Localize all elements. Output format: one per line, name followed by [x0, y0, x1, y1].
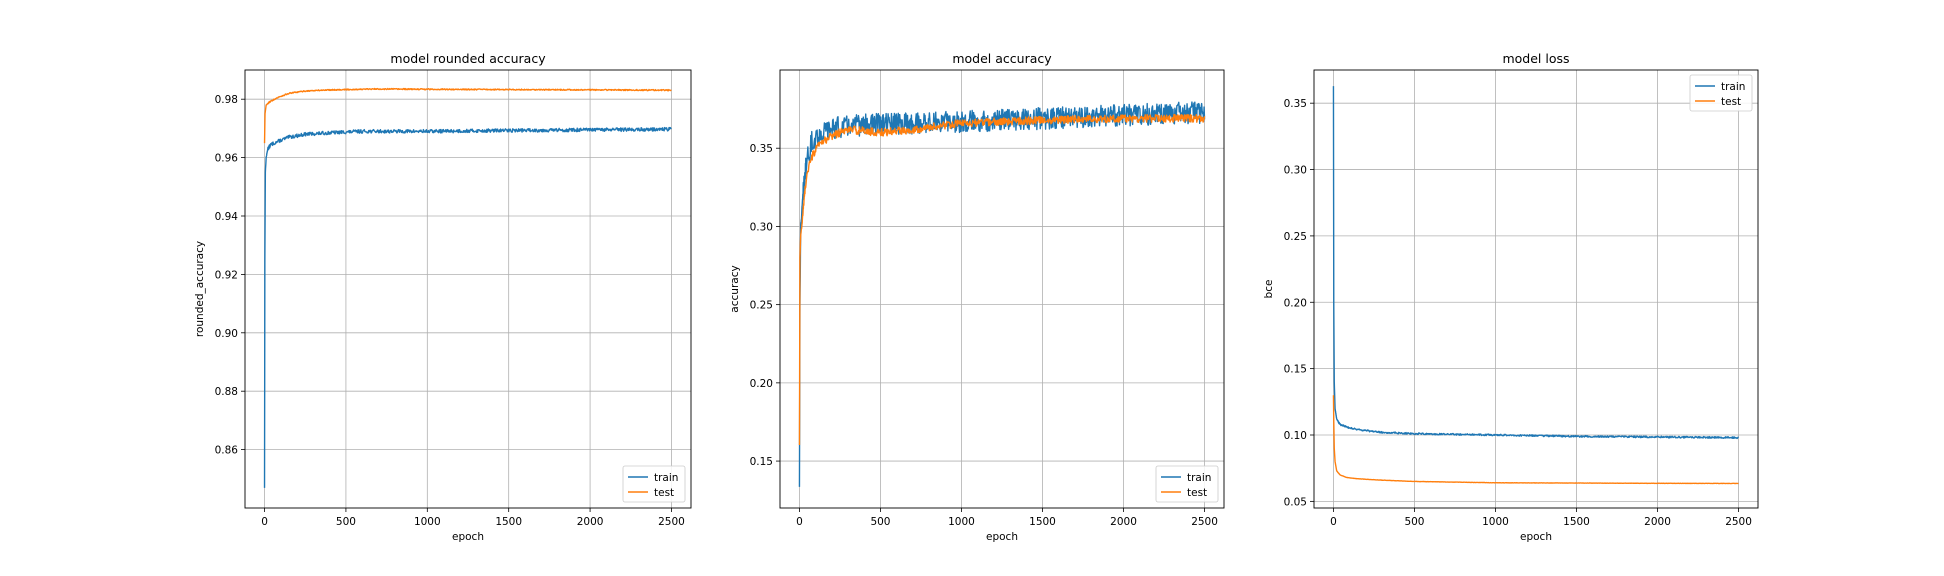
x-tick-label: 1500: [1563, 516, 1590, 528]
y-tick-label: 0.05: [1284, 496, 1307, 508]
x-tick-label: 2500: [1191, 516, 1218, 528]
legend-box: [622, 465, 686, 503]
y-tick-label: 0.88: [215, 386, 238, 398]
plot-frame: [244, 69, 692, 509]
series-line-train: [263, 126, 672, 488]
y-tick-label: 0.98: [215, 94, 238, 106]
legend-box: [1155, 465, 1219, 503]
legend-label-test: test: [1721, 96, 1741, 108]
x-tick-label: 2000: [1644, 516, 1671, 528]
grid: [780, 70, 1224, 508]
x-tick-label: 2000: [577, 516, 604, 528]
x-tick-label: 0: [796, 516, 803, 528]
x-tick-label: 0: [1330, 516, 1337, 528]
plot-frame: [1313, 69, 1759, 509]
x-tick-label: 1000: [1482, 516, 1509, 528]
legend-label-train: train: [1721, 81, 1745, 93]
y-tick-label: 0.15: [1284, 364, 1307, 376]
legend-label-train: train: [1187, 472, 1211, 484]
x-tick-label: 2500: [1725, 516, 1752, 528]
legend-label-train: train: [654, 472, 678, 484]
x-axis-label: epoch: [1520, 531, 1552, 543]
y-tick-label: 0.35: [750, 143, 773, 155]
series-group: [263, 87, 672, 488]
panel-accuracy: model accuracy epoch accuracy 0 500 1000 15…: [729, 51, 1225, 543]
y-tick-label: 0.94: [215, 211, 239, 223]
y-tick-label: 0.96: [215, 153, 239, 165]
x-axis-label: epoch: [452, 531, 484, 543]
y-tick-label: 0.20: [750, 378, 773, 390]
panel-rounded-accuracy: model rounded accuracy epoch rounded_acc…: [194, 51, 692, 543]
y-axis-label: bce: [1263, 280, 1275, 299]
y-tick-label: 0.30: [750, 221, 773, 233]
chart-title: model accuracy: [952, 51, 1052, 66]
y-tick-label: 0.25: [1284, 231, 1307, 243]
series-line-train: [798, 101, 1206, 487]
x-tick-label: 500: [336, 516, 356, 528]
x-tick-label: 2000: [1110, 516, 1137, 528]
chart-title: model rounded accuracy: [390, 51, 546, 66]
y-tick-label: 0.25: [750, 300, 773, 312]
series-group: [798, 101, 1206, 487]
x-tick-label: 500: [870, 516, 890, 528]
series-group: [1332, 86, 1739, 485]
x-tick-label: 1000: [414, 516, 441, 528]
legend-label-test: test: [1187, 487, 1207, 499]
y-tick-label: 0.30: [1284, 165, 1307, 177]
y-tick-label: 0.35: [1284, 98, 1307, 110]
legend-label-test: test: [654, 487, 674, 499]
legend-box: [1689, 74, 1753, 112]
y-tick-label: 0.86: [215, 445, 239, 457]
x-tick-label: 2500: [658, 516, 685, 528]
chart-title: model loss: [1502, 51, 1569, 66]
y-tick-label: 0.90: [215, 328, 238, 340]
series-line-test: [263, 87, 672, 144]
panel-loss: model loss epoch bce 0 500 1000 1500 2000 250…: [1263, 51, 1759, 543]
x-tick-label: 1000: [948, 516, 975, 528]
y-axis-label: accuracy: [729, 265, 741, 312]
x-tick-label: 500: [1404, 516, 1424, 528]
series-line-train: [1332, 86, 1739, 440]
y-axis-label: rounded_accuracy: [194, 241, 206, 337]
y-tick-label: 0.20: [1284, 297, 1307, 309]
plot-frame: [779, 69, 1225, 509]
x-tick-label: 1500: [1029, 516, 1056, 528]
series-line-test: [798, 113, 1206, 446]
y-tick-label: 0.92: [215, 269, 238, 281]
series-line-test: [1332, 395, 1739, 485]
y-tick-label: 0.15: [750, 456, 773, 468]
y-tick-label: 0.10: [1284, 430, 1307, 442]
x-tick-label: 0: [261, 516, 268, 528]
grid: [245, 70, 691, 508]
x-tick-label: 1500: [495, 516, 522, 528]
x-axis-label: epoch: [986, 531, 1018, 543]
